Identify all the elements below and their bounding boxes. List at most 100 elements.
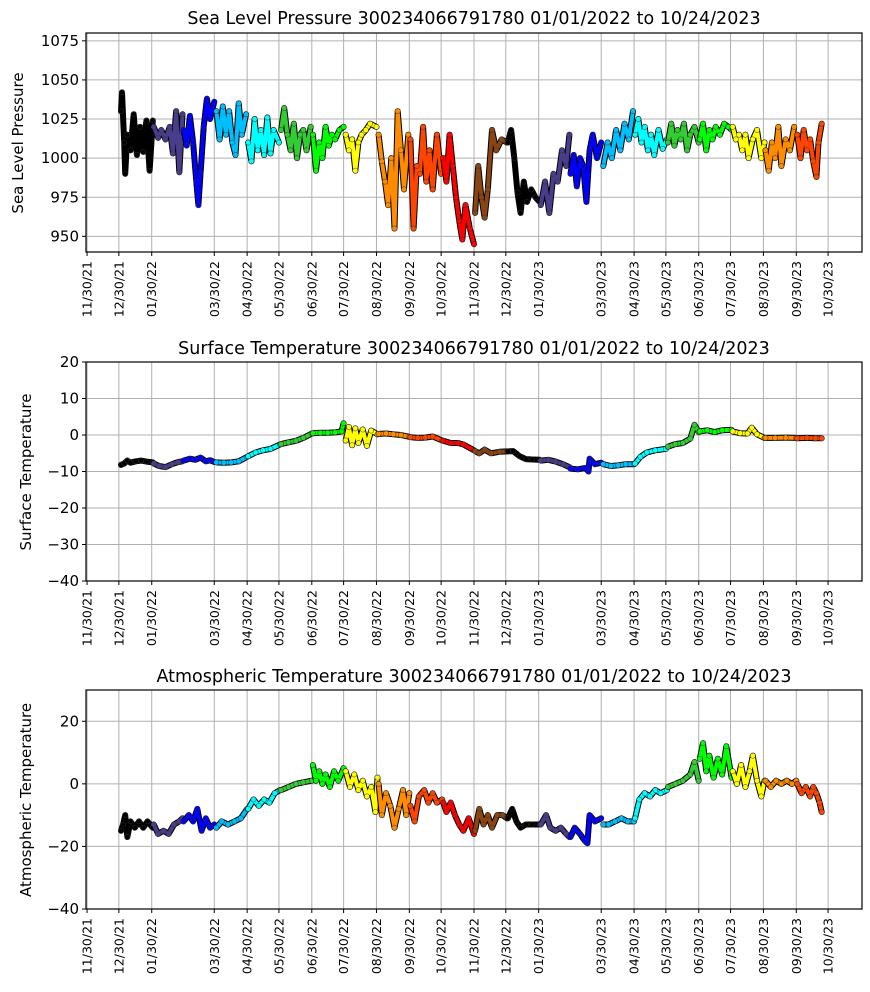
- data-point: [347, 784, 353, 790]
- data-point: [198, 827, 205, 834]
- data-point: [226, 108, 232, 115]
- data-point: [484, 186, 491, 193]
- data-point: [765, 167, 772, 174]
- data-point: [127, 818, 134, 825]
- data-point: [248, 158, 255, 165]
- data-point: [783, 777, 790, 784]
- data-point: [648, 131, 654, 138]
- data-point: [480, 821, 487, 828]
- x-tick-label: 04/30/22: [240, 261, 255, 317]
- data-point: [703, 147, 710, 154]
- x-tick-label: 05/30/23: [658, 918, 673, 974]
- data-point: [121, 139, 128, 146]
- x-tick-label: 01/30/22: [144, 918, 159, 974]
- data-point: [237, 815, 244, 822]
- data-point: [505, 448, 511, 455]
- data-point: [709, 136, 716, 143]
- x-tick-label: 11/30/21: [80, 590, 95, 646]
- x-tick-label: 01/30/23: [531, 261, 546, 317]
- data-point: [637, 454, 644, 460]
- data-point: [342, 131, 349, 138]
- data-point: [621, 120, 628, 127]
- x-tick-label: 12/30/21: [111, 918, 126, 974]
- data-point: [782, 136, 789, 143]
- data-point: [340, 420, 347, 427]
- x-tick-label: 09/30/22: [402, 590, 417, 646]
- data-point: [383, 790, 389, 797]
- data-point: [592, 818, 598, 825]
- data-point: [429, 186, 436, 193]
- data-point: [322, 771, 329, 778]
- data-point: [358, 131, 365, 138]
- data-point: [465, 815, 472, 822]
- data-point: [187, 113, 193, 119]
- series-line-2023-06: [666, 121, 701, 153]
- data-point: [476, 806, 483, 812]
- data-point: [794, 781, 801, 787]
- data-point: [254, 147, 261, 154]
- data-point: [398, 432, 404, 438]
- data-point: [489, 824, 495, 831]
- data-point: [170, 150, 176, 157]
- data-point: [537, 202, 544, 208]
- data-point: [385, 202, 391, 208]
- data-point: [582, 465, 589, 471]
- data-point: [326, 784, 333, 790]
- data-point: [332, 429, 338, 436]
- data-point: [721, 120, 728, 127]
- data-point: [778, 163, 785, 169]
- data-point: [719, 771, 725, 778]
- data-point: [352, 425, 359, 432]
- data-point: [762, 435, 769, 441]
- data-point: [818, 435, 825, 442]
- data-point: [197, 170, 204, 177]
- data-point: [787, 147, 793, 154]
- data-point: [691, 759, 698, 765]
- data-point: [434, 131, 440, 138]
- data-point: [349, 442, 355, 449]
- data-point: [560, 461, 566, 468]
- data-point: [331, 768, 337, 775]
- data-point: [271, 790, 278, 797]
- data-point: [225, 821, 231, 828]
- data-point: [772, 155, 778, 161]
- data-point: [316, 768, 323, 775]
- data-point: [712, 124, 719, 130]
- data-point: [372, 809, 379, 815]
- x-tick-label: 06/30/22: [304, 261, 319, 317]
- data-point: [807, 793, 813, 800]
- x-tick-label: 08/30/22: [369, 590, 384, 646]
- x-tick-label: 03/30/23: [594, 918, 609, 974]
- data-point: [769, 139, 775, 146]
- data-point: [600, 163, 607, 169]
- data-point: [554, 178, 561, 185]
- data-series: [118, 89, 825, 248]
- data-point: [173, 108, 179, 115]
- data-point: [332, 136, 338, 143]
- data-point: [679, 777, 686, 784]
- data-point: [294, 155, 300, 161]
- data-point: [589, 131, 596, 138]
- data-point: [674, 127, 681, 133]
- data-point: [657, 790, 664, 797]
- x-tick-label: 09/30/23: [789, 261, 804, 317]
- data-point: [373, 124, 380, 130]
- data-point: [815, 139, 822, 146]
- data-point: [342, 437, 349, 444]
- data-point: [447, 799, 454, 806]
- data-point: [293, 781, 299, 787]
- data-point: [714, 755, 721, 762]
- data-point: [543, 812, 549, 818]
- x-tick-label: 06/30/23: [691, 261, 706, 317]
- data-series: [118, 420, 825, 475]
- data-point: [118, 827, 124, 834]
- data-point: [285, 439, 292, 446]
- data-point: [137, 124, 143, 130]
- data-point: [598, 139, 605, 146]
- data-point: [797, 155, 804, 161]
- x-tick-label: 05/30/22: [271, 918, 286, 974]
- data-point: [520, 178, 527, 185]
- data-point: [235, 458, 242, 465]
- data-point: [422, 434, 429, 441]
